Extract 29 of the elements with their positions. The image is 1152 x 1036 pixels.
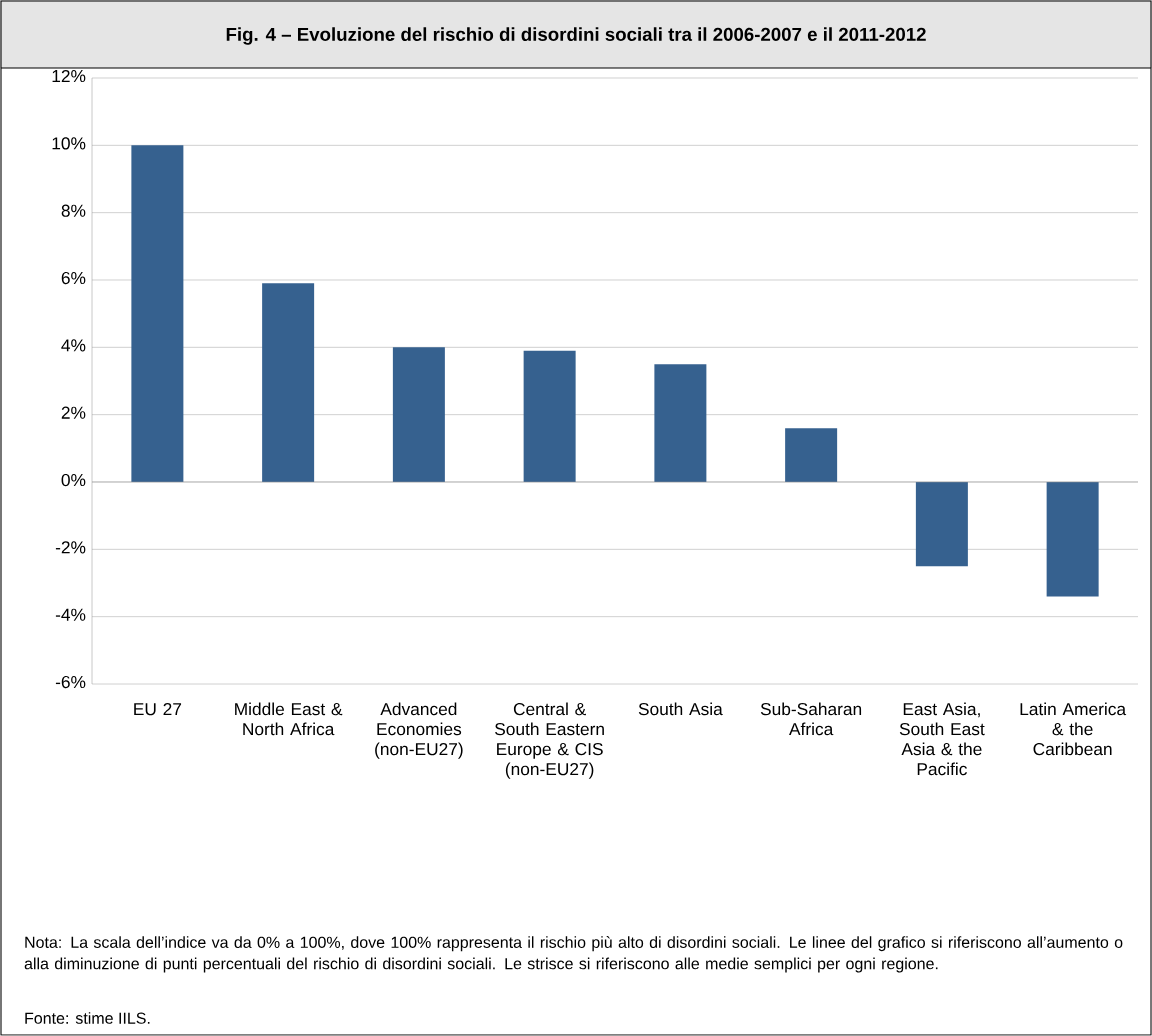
bar xyxy=(654,364,707,482)
chart-title: Fig. 4 – Evoluzione del rischio di disordini sociali tra il 2006-2007 e il 2011-2012 xyxy=(226,27,926,45)
text: Nota: La scala dell’indice va da 0% a 100%, dove 100% rappresenta il rischio più alto di disordini sociali. Le linee del grafico si riferiscono all’aumento o alla diminuzione di punti percentuali del rischio di disordini sociali. Le strisce si riferiscono alle medie semplici per ogni regione. xyxy=(24,936,1123,973)
y-tick-label: 4% xyxy=(61,339,86,352)
bar xyxy=(915,482,968,567)
bar xyxy=(392,347,445,482)
bar xyxy=(262,283,315,482)
y-tick-label: 12% xyxy=(52,69,86,83)
bar xyxy=(523,350,576,482)
y-tick-label: -6% xyxy=(55,675,86,689)
y-tick-label: 2% xyxy=(61,406,86,419)
source-note: Fonte: stime IILS. xyxy=(25,1012,150,1024)
y-tick-label: -4% xyxy=(55,608,86,621)
x-tick-label: East Asia, South East Asia & the Pacific xyxy=(899,702,985,776)
y-tick-label: 10% xyxy=(52,137,86,150)
bar xyxy=(131,145,184,482)
x-tick-label: Sub-Saharan Africa xyxy=(760,702,862,736)
x-tick-label: Latin America & the Caribbean xyxy=(1020,702,1127,756)
y-tick-label: 8% xyxy=(61,204,86,217)
y-tick-label: 0% xyxy=(61,473,86,487)
x-tick-label: Middle East & North Africa xyxy=(235,702,343,736)
bar xyxy=(785,428,838,482)
x-tick-label: Central & South Eastern Europe & CIS (non-EU27) xyxy=(495,702,604,779)
y-tick-label: 6% xyxy=(61,271,86,285)
y-tick-label: -2% xyxy=(55,541,86,554)
x-tick-label: Advanced Economies (non-EU27) xyxy=(375,702,463,759)
bar xyxy=(1046,482,1099,597)
x-tick-label: EU 27 xyxy=(134,702,182,716)
x-tick-label: South Asia xyxy=(638,702,723,716)
